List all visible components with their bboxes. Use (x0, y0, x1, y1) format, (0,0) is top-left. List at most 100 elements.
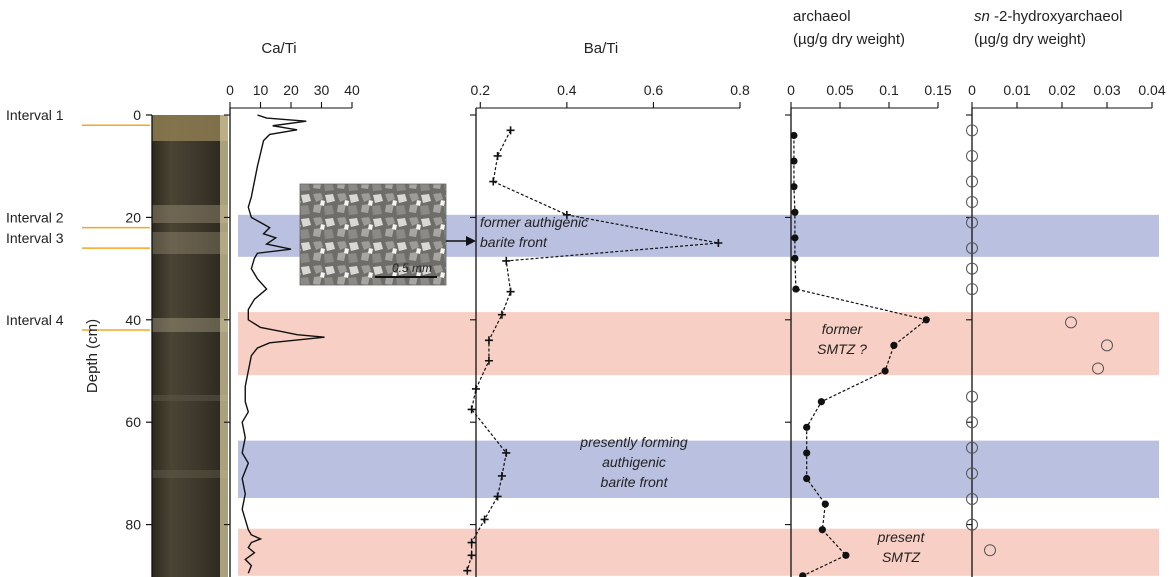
data-point (890, 341, 898, 349)
data-point (966, 216, 978, 229)
data-point (484, 356, 493, 365)
arrow-head-icon (466, 236, 476, 246)
micrograph-inset: 0.5 mm (299, 183, 476, 286)
data-point (966, 493, 978, 505)
data-point (791, 234, 799, 242)
data-point (463, 566, 472, 575)
interval-label-3: Interval 3 (6, 230, 64, 246)
data-point (493, 151, 502, 160)
interval-markers: Interval 1 Interval 2 Interval 3 Interval 4 (6, 107, 150, 331)
core-photo (152, 115, 228, 577)
data-point (497, 471, 506, 480)
band-blue-2 (238, 440, 1159, 498)
data-point (1065, 316, 1077, 329)
data-point (792, 285, 800, 293)
data-point (493, 492, 502, 501)
depth-tick-label: 0 (133, 107, 141, 123)
data-point (791, 208, 799, 216)
data-point (489, 177, 498, 186)
x-tick-label: 0 (968, 82, 976, 98)
annotation-barite-present-line3: barite front (601, 474, 669, 490)
x-tick-label: 0.03 (1093, 82, 1120, 98)
data-point (966, 124, 978, 137)
x-tick-label: 0.4 (557, 82, 577, 98)
data-point (803, 474, 811, 483)
data-point (966, 175, 978, 188)
data-point (1101, 339, 1113, 352)
title-italic-part: sn (974, 8, 990, 25)
x-tick-label: 0.6 (644, 82, 664, 98)
data-point (497, 310, 506, 319)
depth-tick-label: 60 (125, 414, 141, 430)
annotation-smtz-former-line1: former (822, 321, 864, 337)
depth-tick-label: 80 (125, 517, 141, 533)
depth-tick-label: 40 (125, 312, 141, 328)
annotation-smtz-present-line2: SMTZ (882, 549, 921, 565)
data-point (966, 196, 978, 209)
band-red-3 (238, 528, 1159, 576)
x-tick-label: 0.8 (730, 82, 750, 98)
data-point (966, 441, 978, 454)
annotations: former authigenic barite front former SM… (480, 214, 925, 565)
panel-title: sn -2-hydroxyarchaeol (974, 8, 1122, 25)
x-tick-label: 0.05 (826, 82, 853, 98)
x-tick-label: 0.01 (1003, 82, 1030, 98)
data-point (842, 551, 850, 559)
x-tick-label: 0.2 (471, 82, 491, 98)
data-point (714, 239, 723, 247)
data-point (1092, 362, 1104, 375)
data-point (562, 210, 571, 219)
annotation-smtz-former-line2: SMTZ ? (817, 341, 867, 357)
x-tick-label: 40 (344, 82, 360, 98)
data-point (467, 551, 476, 560)
data-point (966, 467, 978, 480)
data-point (471, 384, 480, 393)
series-line-ca-ti (241, 114, 325, 574)
micrograph-scale-label: 0.5 mm (392, 261, 432, 275)
x-tick-label: 0.15 (924, 82, 951, 98)
annotation-barite-present-line1: presently forming (579, 434, 688, 450)
data-point (480, 515, 489, 524)
interval-label-4: Interval 4 (6, 312, 64, 328)
data-point (966, 390, 978, 403)
panel-title: archaeol (793, 8, 851, 25)
panel-ca-ti: 0 10 20 30 40 Ca/Ti (224, 40, 360, 577)
data-point (817, 398, 825, 406)
data-point (818, 526, 826, 534)
x-tick-label: 0.02 (1048, 82, 1075, 98)
x-tick-label: 20 (283, 82, 299, 98)
data-point (790, 131, 798, 140)
data-point (881, 367, 889, 375)
x-tick-label: 30 (314, 82, 330, 98)
x-tick-label: 0.04 (1138, 82, 1165, 98)
data-point (467, 405, 476, 414)
x-tick-label: 10 (253, 82, 269, 98)
interval-label-2: Interval 2 (6, 210, 64, 226)
data-point (966, 518, 978, 531)
chart-panels: 0 10 20 30 40 Ca/Ti 0.2 0.4 0.6 0.8 Ba/Ti 0 0.05 0.1 0… (224, 8, 1166, 577)
x-tick-label: 0 (226, 82, 234, 98)
data-point (484, 336, 493, 345)
annotation-barite-former-line2: barite front (480, 234, 548, 250)
data-point (790, 157, 798, 165)
data-point (922, 316, 930, 324)
x-tick-label: 0 (787, 82, 795, 98)
data-point (821, 500, 829, 508)
panel-unit-label: (µg/g dry weight) (793, 31, 905, 48)
data-point (799, 572, 807, 577)
band-red-1 (238, 312, 1159, 376)
depth-tick-label: 20 (125, 209, 141, 225)
data-point (502, 448, 511, 457)
panel-title: Ba/Ti (584, 40, 618, 57)
data-point (506, 126, 515, 135)
depth-bands (238, 214, 1159, 576)
title-rest-part: -2-hydroxyarchaeol (990, 8, 1123, 25)
panel-title: Ca/Ti (261, 40, 296, 57)
data-point (506, 287, 515, 296)
annotation-barite-present-line2: authigenic (602, 454, 666, 470)
data-point (803, 449, 811, 457)
data-point (467, 538, 476, 547)
x-tick-label: 0.1 (879, 82, 899, 98)
panel-ba-ti: 0.2 0.4 0.6 0.8 Ba/Ti (463, 40, 750, 577)
